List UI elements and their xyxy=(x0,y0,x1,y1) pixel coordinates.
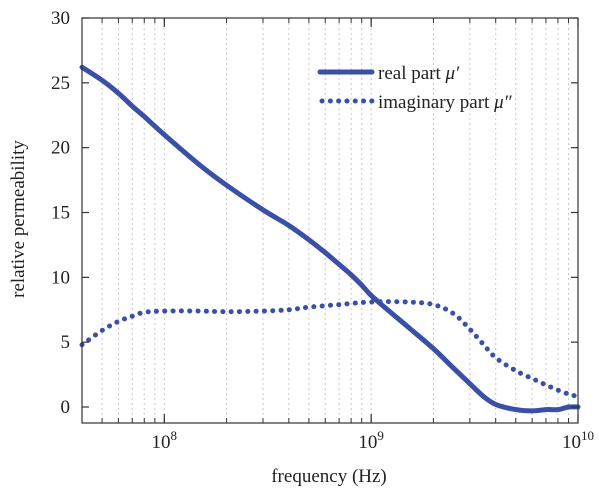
legend-label-real: real part μ′ xyxy=(378,63,460,84)
legend-prefix-real: real part xyxy=(378,63,446,84)
y-tick-label-5: 25 xyxy=(51,73,70,94)
legend-label-imaginary: imaginary part μ″ xyxy=(378,92,513,113)
y-tick-label-6: 30 xyxy=(51,8,70,29)
y-tick-label-0: 0 xyxy=(61,397,71,418)
x-tick-exp-0: 8 xyxy=(171,428,178,443)
x-tick-label-2: 1010 xyxy=(562,428,594,453)
x-tick-exp-1: 9 xyxy=(377,428,384,443)
series-real-line xyxy=(79,64,581,414)
legend-symbol-real: μ′ xyxy=(445,63,461,84)
data-series xyxy=(79,64,581,414)
y-tick-label-1: 5 xyxy=(61,332,71,353)
x-tick-base-2: 10 xyxy=(562,432,581,453)
series-imaginary-line xyxy=(79,299,581,400)
y-tick-label-4: 20 xyxy=(51,138,70,159)
y-tick-label-3: 15 xyxy=(51,203,70,224)
legend-symbol-imaginary: μ″ xyxy=(493,92,513,113)
legend: real part μ′ imaginary part μ″ xyxy=(317,63,513,113)
x-axis-title: frequency (Hz) xyxy=(271,466,387,487)
x-tick-exp-2: 10 xyxy=(581,428,594,443)
y-axis-title: relative permeability xyxy=(8,140,29,298)
legend-prefix-imaginary: imaginary part xyxy=(378,92,494,113)
y-tick-label-2: 10 xyxy=(51,267,70,288)
x-tick-base-1: 10 xyxy=(358,432,377,453)
axes xyxy=(81,17,579,424)
x-tick-label-0: 108 xyxy=(152,428,178,453)
x-tick-label-1: 109 xyxy=(358,428,384,453)
plot-frame xyxy=(81,17,579,424)
x-tick-base-0: 10 xyxy=(152,432,171,453)
